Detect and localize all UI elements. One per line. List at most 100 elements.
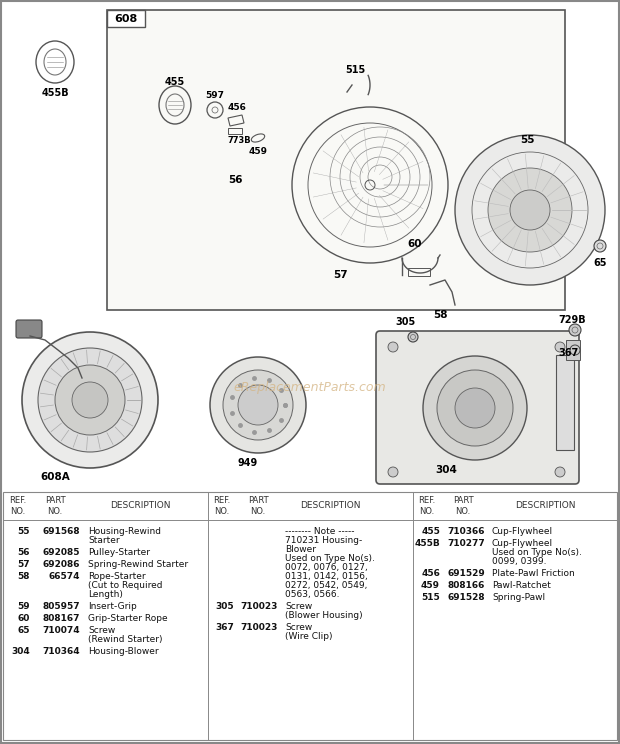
Text: Used on Type No(s).: Used on Type No(s). [285,554,375,563]
Text: (Cut to Required: (Cut to Required [88,581,162,590]
Text: Spring-Rewind Starter: Spring-Rewind Starter [88,560,188,569]
FancyBboxPatch shape [16,320,42,338]
Text: 710023: 710023 [241,602,278,611]
Circle shape [555,467,565,477]
Circle shape [22,332,158,468]
Text: 710364: 710364 [42,647,80,656]
Text: Pulley-Starter: Pulley-Starter [88,548,150,557]
Text: PART
NO.: PART NO. [45,496,65,516]
Text: 60: 60 [17,614,30,623]
Circle shape [423,356,527,460]
Circle shape [223,370,293,440]
Bar [107,10,145,27]
Text: Cup-Flywheel: Cup-Flywheel [492,527,553,536]
Bar [408,268,430,276]
Text: -------- Note -----: -------- Note ----- [285,527,355,536]
Text: 66574: 66574 [48,572,80,581]
Text: 949: 949 [238,458,259,468]
Text: eReplacementParts.com: eReplacementParts.com [234,382,386,394]
Text: REF.
NO.: REF. NO. [9,496,27,516]
Text: 692085: 692085 [43,548,80,557]
Text: 805957: 805957 [42,602,80,611]
Circle shape [570,345,580,355]
Text: 456: 456 [228,103,247,112]
Circle shape [55,365,125,435]
Text: 608: 608 [114,14,138,24]
Text: Screw: Screw [88,626,115,635]
Text: REF.
NO.: REF. NO. [213,496,231,516]
Circle shape [388,342,398,352]
Text: DESCRIPTION: DESCRIPTION [515,501,575,510]
Text: Blower: Blower [285,545,316,554]
Circle shape [238,385,278,425]
Bar [566,340,580,360]
Text: 456: 456 [421,569,440,578]
Text: Screw: Screw [285,602,312,611]
Text: REF.
NO.: REF. NO. [418,496,436,516]
Text: 515: 515 [345,65,365,75]
Bar [3,492,617,740]
Bar [556,355,574,450]
Circle shape [510,190,550,230]
Text: 459: 459 [421,581,440,590]
Text: DESCRIPTION: DESCRIPTION [299,501,360,510]
Text: Housing-Blower: Housing-Blower [88,647,159,656]
Circle shape [38,348,142,452]
Circle shape [388,467,398,477]
Text: 455B: 455B [414,539,440,548]
Text: Plate-Pawl Friction: Plate-Pawl Friction [492,569,575,578]
Text: 455: 455 [165,77,185,87]
Text: Spring-Pawl: Spring-Pawl [492,593,545,602]
Text: DESCRIPTION: DESCRIPTION [110,501,170,510]
Text: 808167: 808167 [43,614,80,623]
Text: 367: 367 [558,348,578,358]
Text: 58: 58 [433,310,447,320]
Text: 692086: 692086 [43,560,80,569]
Text: 0072, 0076, 0127,: 0072, 0076, 0127, [285,563,368,572]
Text: 65: 65 [17,626,30,635]
Text: 0563, 0566.: 0563, 0566. [285,590,340,599]
Text: 59: 59 [17,602,30,611]
Text: (Wire Clip): (Wire Clip) [285,632,332,641]
Text: 691528: 691528 [448,593,485,602]
Text: 710366: 710366 [448,527,485,536]
Text: Used on Type No(s).: Used on Type No(s). [492,548,582,557]
Text: Housing-Rewind: Housing-Rewind [88,527,161,536]
Text: 0272, 0542, 0549,: 0272, 0542, 0549, [285,581,368,590]
Circle shape [594,240,606,252]
Text: Screw: Screw [285,623,312,632]
Text: (Rewind Starter): (Rewind Starter) [88,635,162,644]
Text: Starter: Starter [88,536,120,545]
Text: 710023: 710023 [241,623,278,632]
Circle shape [455,135,605,285]
Text: Insert-Grip: Insert-Grip [88,602,137,611]
Text: 808166: 808166 [448,581,485,590]
Text: 55: 55 [17,527,30,536]
Circle shape [455,388,495,428]
Text: 304: 304 [11,647,30,656]
Text: Cup-Flywheel: Cup-Flywheel [492,539,553,548]
Text: 367: 367 [215,623,234,632]
Bar [107,10,565,310]
Text: PART
NO.: PART NO. [453,496,473,516]
Text: 58: 58 [17,572,30,581]
Text: 773B: 773B [228,136,252,145]
Text: 304: 304 [435,465,457,475]
Text: 459: 459 [249,147,267,156]
Text: 515: 515 [421,593,440,602]
Text: 56: 56 [17,548,30,557]
Text: 455: 455 [421,527,440,536]
Text: 608A: 608A [40,472,70,482]
Circle shape [72,382,108,418]
Text: 691529: 691529 [447,569,485,578]
Bar [228,128,242,134]
Circle shape [555,342,565,352]
Circle shape [408,332,418,342]
Text: PART
NO.: PART NO. [247,496,268,516]
Text: 57: 57 [17,560,30,569]
Circle shape [210,357,306,453]
Text: Length): Length) [88,590,123,599]
Text: 597: 597 [205,91,224,100]
Circle shape [488,168,572,252]
Text: 691568: 691568 [42,527,80,536]
